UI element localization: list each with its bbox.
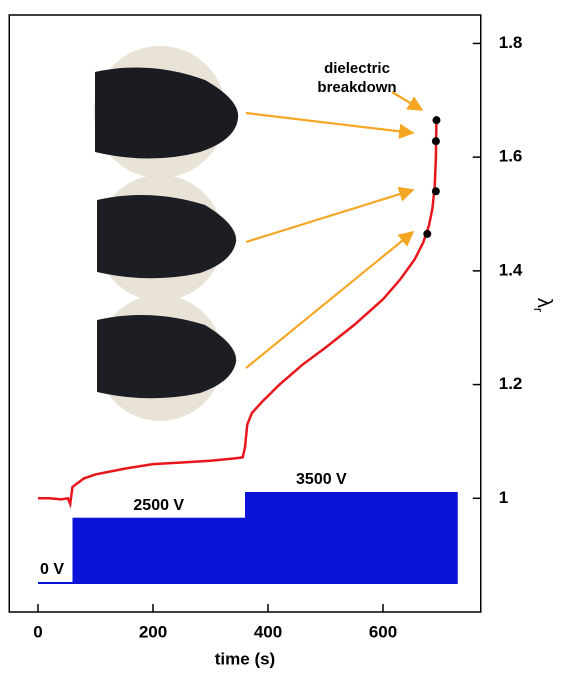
chart: dielectric breakdown time (s) λr 0 200 400… [0, 0, 562, 673]
photo-point [432, 187, 440, 195]
annotation: dielectric [324, 60, 390, 77]
x-tick-label: 600 [369, 622, 397, 641]
y-tick-label: 1.4 [499, 260, 523, 279]
x-tick-label: 200 [139, 622, 167, 641]
photos [94, 46, 238, 421]
y-axis-label: λr [531, 298, 555, 313]
photo-point [423, 230, 431, 238]
voltage-label: 0 V [40, 561, 64, 578]
y-tick-label: 1.6 [499, 147, 523, 166]
voltage-label: 2500 V [133, 497, 184, 514]
y-axis-label-main: λ [533, 298, 555, 308]
lambda-line [38, 117, 436, 504]
y-tick-label: 1.8 [499, 33, 523, 52]
voltage-label: 3500 V [296, 471, 347, 488]
arrows [246, 92, 422, 368]
x-axis-label: time (s) [215, 649, 275, 668]
voltage-step [73, 518, 246, 584]
y-axis-label-sub: r [531, 308, 546, 313]
annotation: breakdown [317, 79, 396, 96]
x-tick-label: 0 [33, 622, 42, 641]
photo-point [432, 137, 440, 145]
x-tick-label: 400 [254, 622, 282, 641]
voltage-step [245, 492, 458, 584]
photo-point [432, 116, 440, 124]
voltage-step [38, 582, 73, 584]
y-tick-label: 1.2 [499, 374, 523, 393]
y-tick-label: 1 [499, 488, 508, 507]
